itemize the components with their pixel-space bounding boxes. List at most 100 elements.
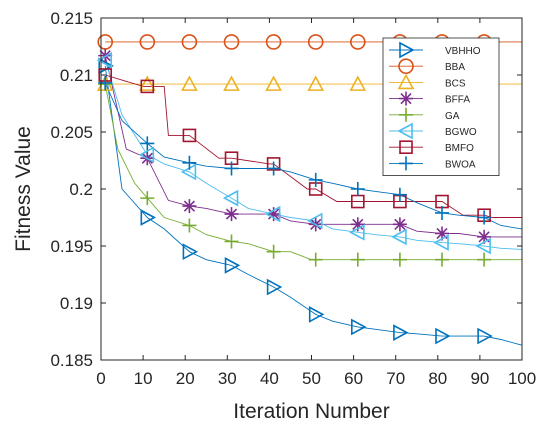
legend-box [382, 37, 500, 177]
marker-bgwo [475, 237, 491, 255]
y-tick-label: 0.21 [60, 66, 93, 85]
marker-ga [392, 252, 407, 267]
series-line-ga [104, 84, 522, 261]
marker-bgwo [96, 51, 113, 69]
y-axis-ticks: 0.185 0.19 0.195 0.2 0.205 0.21 0.215 [50, 9, 522, 370]
legend-marker-bmfo [399, 140, 413, 154]
legend-label-bba: BBA [445, 62, 465, 73]
legend-marker-vbhho [399, 41, 415, 59]
marker-bwoa [182, 155, 197, 170]
x-tick-label: 100 [508, 369, 536, 388]
series-line-vbhho [104, 65, 522, 346]
x-tick-label: 70 [386, 369, 405, 388]
marker-bffa [392, 217, 407, 232]
marker-bcs [307, 75, 325, 91]
legend-label-ga: GA [445, 111, 460, 122]
marker-bba [181, 34, 198, 50]
marker-vbhho [393, 324, 409, 341]
legend-label-bcs: BCS [445, 78, 466, 89]
y-tick-label: 0.205 [50, 123, 93, 142]
marker-bwoa [308, 172, 323, 187]
legend-marker-bffa [399, 91, 413, 106]
marker-vbhho [435, 327, 451, 345]
marker-ga [140, 191, 155, 206]
y-tick-label: 0.215 [50, 9, 93, 28]
x-tick-label: 0 [96, 369, 105, 388]
marker-bgwo [264, 205, 281, 223]
marker-bcs [181, 75, 198, 91]
marker-bwoa [140, 136, 155, 151]
marker-ga [350, 252, 365, 267]
marker-bmfo [140, 79, 155, 94]
marker-vbhho [266, 278, 283, 296]
marker-ga [224, 234, 239, 249]
legend-label-bwoa: BWOA [445, 159, 476, 170]
marker-vbhho [224, 257, 241, 274]
x-tick-label: 50 [302, 369, 321, 388]
marker-ga [435, 252, 450, 267]
marker-bwoa [477, 210, 492, 225]
marker-ga [182, 218, 197, 233]
marker-bffa [182, 199, 197, 214]
marker-bffa [224, 207, 239, 222]
marker-bwoa [392, 187, 407, 202]
marker-bffa [435, 226, 450, 241]
series-line-bmfo [105, 74, 522, 218]
x-tick-label: 90 [470, 369, 489, 388]
marker-vbhho [140, 209, 156, 226]
marker-vbhho [477, 327, 493, 345]
x-tick-label: 30 [218, 369, 237, 388]
y-tick-label: 0.195 [50, 237, 93, 256]
marker-bcs [349, 75, 367, 91]
marker-bba [350, 34, 366, 50]
marker-bba [265, 34, 282, 50]
legend: VBHHO BBA BCS BFFA GA BGWO BMFO BWOA [382, 37, 500, 177]
x-tick-label: 40 [260, 369, 279, 388]
x-tick-label: 20 [176, 369, 195, 388]
marker-vbhho [351, 318, 367, 336]
legend-marker-bcs [397, 73, 415, 90]
marker-bwoa [224, 161, 239, 176]
marker-bcs [223, 75, 240, 91]
y-tick-label: 0.19 [60, 294, 93, 313]
x-axis-ticks: 0 10 20 30 40 50 60 70 80 90 100 [96, 18, 536, 388]
legend-label-bmfo: BMFO [445, 143, 474, 154]
legend-label-vbhho: VBHHO [445, 46, 481, 57]
x-tick-label: 10 [134, 369, 153, 388]
marker-bba [223, 34, 240, 50]
legend-label-bffa: BFFA [445, 95, 470, 106]
marker-bgwo [307, 212, 323, 230]
marker-bba [307, 34, 324, 50]
marker-ga [266, 244, 281, 259]
marker-vbhho [182, 243, 199, 261]
marker-bmfo [182, 128, 197, 143]
marker-bwoa [266, 161, 281, 176]
legend-marker-bgwo [397, 122, 413, 140]
x-tick-label: 80 [428, 369, 447, 388]
series-line-bffa [104, 55, 522, 238]
legend-marker-bwoa [399, 156, 413, 171]
marker-ga [308, 252, 323, 267]
marker-ga [477, 252, 492, 267]
marker-bgwo [349, 223, 365, 241]
marker-bgwo [433, 234, 449, 251]
marker-bgwo [391, 228, 407, 246]
x-axis-label: Iteration Number [233, 400, 389, 423]
marker-bwoa [435, 205, 450, 220]
marker-bffa [266, 207, 281, 222]
marker-bffa [477, 229, 492, 244]
legend-label-bgwo: BGWO [445, 127, 477, 138]
y-tick-label: 0.185 [50, 351, 93, 370]
marker-bcs [138, 75, 156, 91]
y-tick-label: 0.2 [69, 180, 93, 199]
marker-bcs [265, 75, 282, 91]
legend-marker-ga [399, 107, 413, 122]
x-tick-label: 60 [344, 369, 363, 388]
marker-bgwo [138, 146, 155, 164]
marker-bffa [350, 217, 365, 232]
marker-vbhho [308, 306, 325, 323]
legend-marker-bba [398, 58, 414, 74]
marker-bgwo [222, 189, 239, 207]
